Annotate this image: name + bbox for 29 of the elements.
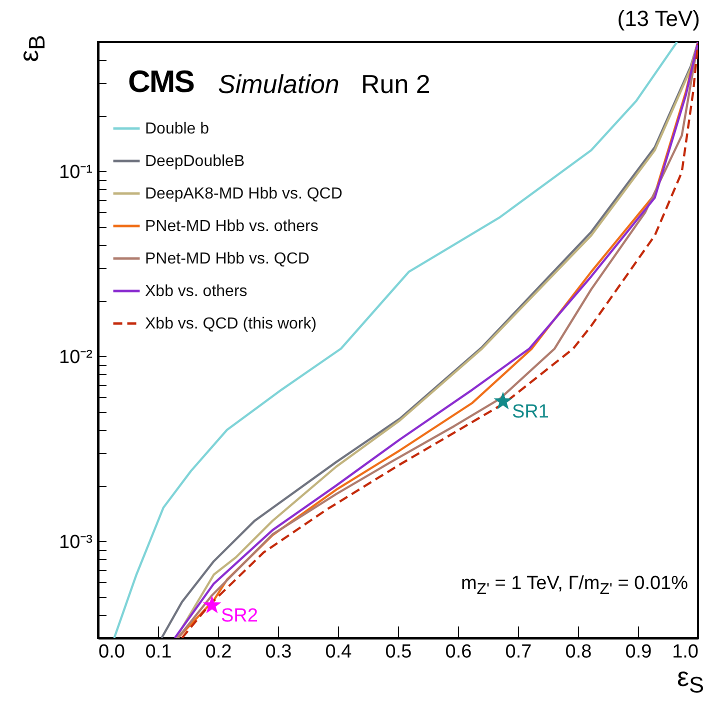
x-tick-label: 0.4 [325,642,352,662]
x-tick-label: 0.8 [565,642,592,662]
x-tick-label: 0.6 [445,642,472,662]
x-tick-label: 0.9 [625,642,652,662]
legend-label: PNet-MD Hbb vs. QCD [145,250,310,268]
annotation: m$_{Z'}$ = 1 TeV, Γ/m$_{Z'}$ = 0.01% [460,573,688,599]
annotation: CMS [128,64,194,100]
x-tick-label: 0.2 [205,642,232,662]
y-tick-label: 10⁻² [59,346,92,368]
legend-label: PNet-MD Hbb vs. others [145,218,318,235]
x-tick-label: 0.1 [145,642,172,662]
x-tick-label: 0.0 [98,642,125,662]
legend-label: DeepDoubleB [145,153,245,170]
text: (13 TeV) [617,6,700,32]
annotation: Run 2 [361,69,430,100]
series-label: SR2 [221,605,258,626]
y-tick-label: 10⁻³ [59,532,92,553]
x-tick-label: 0.3 [265,642,292,662]
legend-label: Xbb vs. QCD (this work) [145,316,317,332]
x-tick-label: 0.7 [505,642,532,662]
y-tick-label: 10⁻¹ [59,162,92,183]
x-tick-label: 1.0 [672,642,698,662]
annotation: Simulation [218,69,340,100]
legend-label: Double b [145,120,210,138]
legend-label: DeepAK8-MD Hbb vs. QCD [145,186,342,202]
x-axis-title: ε$_{S}$ [676,662,704,698]
x-tick-label: 0.5 [385,642,412,662]
legend-label: Xbb vs. others [145,283,248,300]
series-label: SR1 [512,401,549,422]
